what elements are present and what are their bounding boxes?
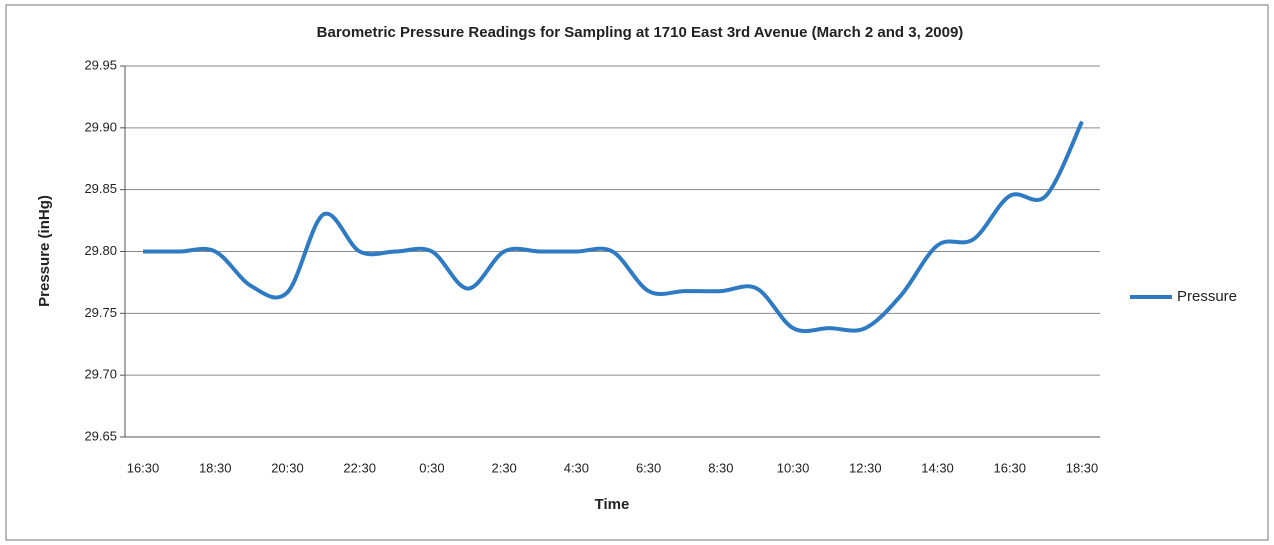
y-tick-label: 29.90: [84, 119, 117, 134]
x-tick-label: 6:30: [636, 460, 661, 475]
y-tick-label: 29.80: [84, 243, 117, 258]
x-tick-label: 12:30: [849, 460, 882, 475]
x-tick-label: 16:30: [993, 460, 1026, 475]
chart-border: [5, 4, 1269, 541]
x-tick-label: 2:30: [491, 460, 516, 475]
chart-title: Barometric Pressure Readings for Samplin…: [317, 24, 964, 41]
x-tick-label: 4:30: [564, 460, 589, 475]
x-tick-label: 16:30: [127, 460, 160, 475]
x-tick-label: 18:30: [1066, 460, 1099, 475]
x-tick-label: 22:30: [343, 460, 376, 475]
y-tick-label: 29.85: [84, 181, 117, 196]
x-tick-label: 18:30: [199, 460, 232, 475]
y-tick-label: 29.65: [84, 428, 117, 443]
x-tick-label: 10:30: [777, 460, 810, 475]
y-axis-title: Pressure (inHg): [36, 195, 53, 307]
y-tick-label: 29.75: [84, 305, 117, 320]
x-axis-title: Time: [595, 496, 630, 513]
y-tick-label: 29.70: [84, 367, 117, 382]
legend-label: Pressure: [1177, 288, 1237, 305]
x-tick-label: 8:30: [708, 460, 733, 475]
series-line: [143, 120, 1084, 334]
x-tick-label: 14:30: [921, 460, 954, 475]
x-tick-label: 0:30: [419, 460, 444, 475]
y-tick-label: 29.95: [84, 57, 117, 72]
x-tick-label: 20:30: [271, 460, 304, 475]
